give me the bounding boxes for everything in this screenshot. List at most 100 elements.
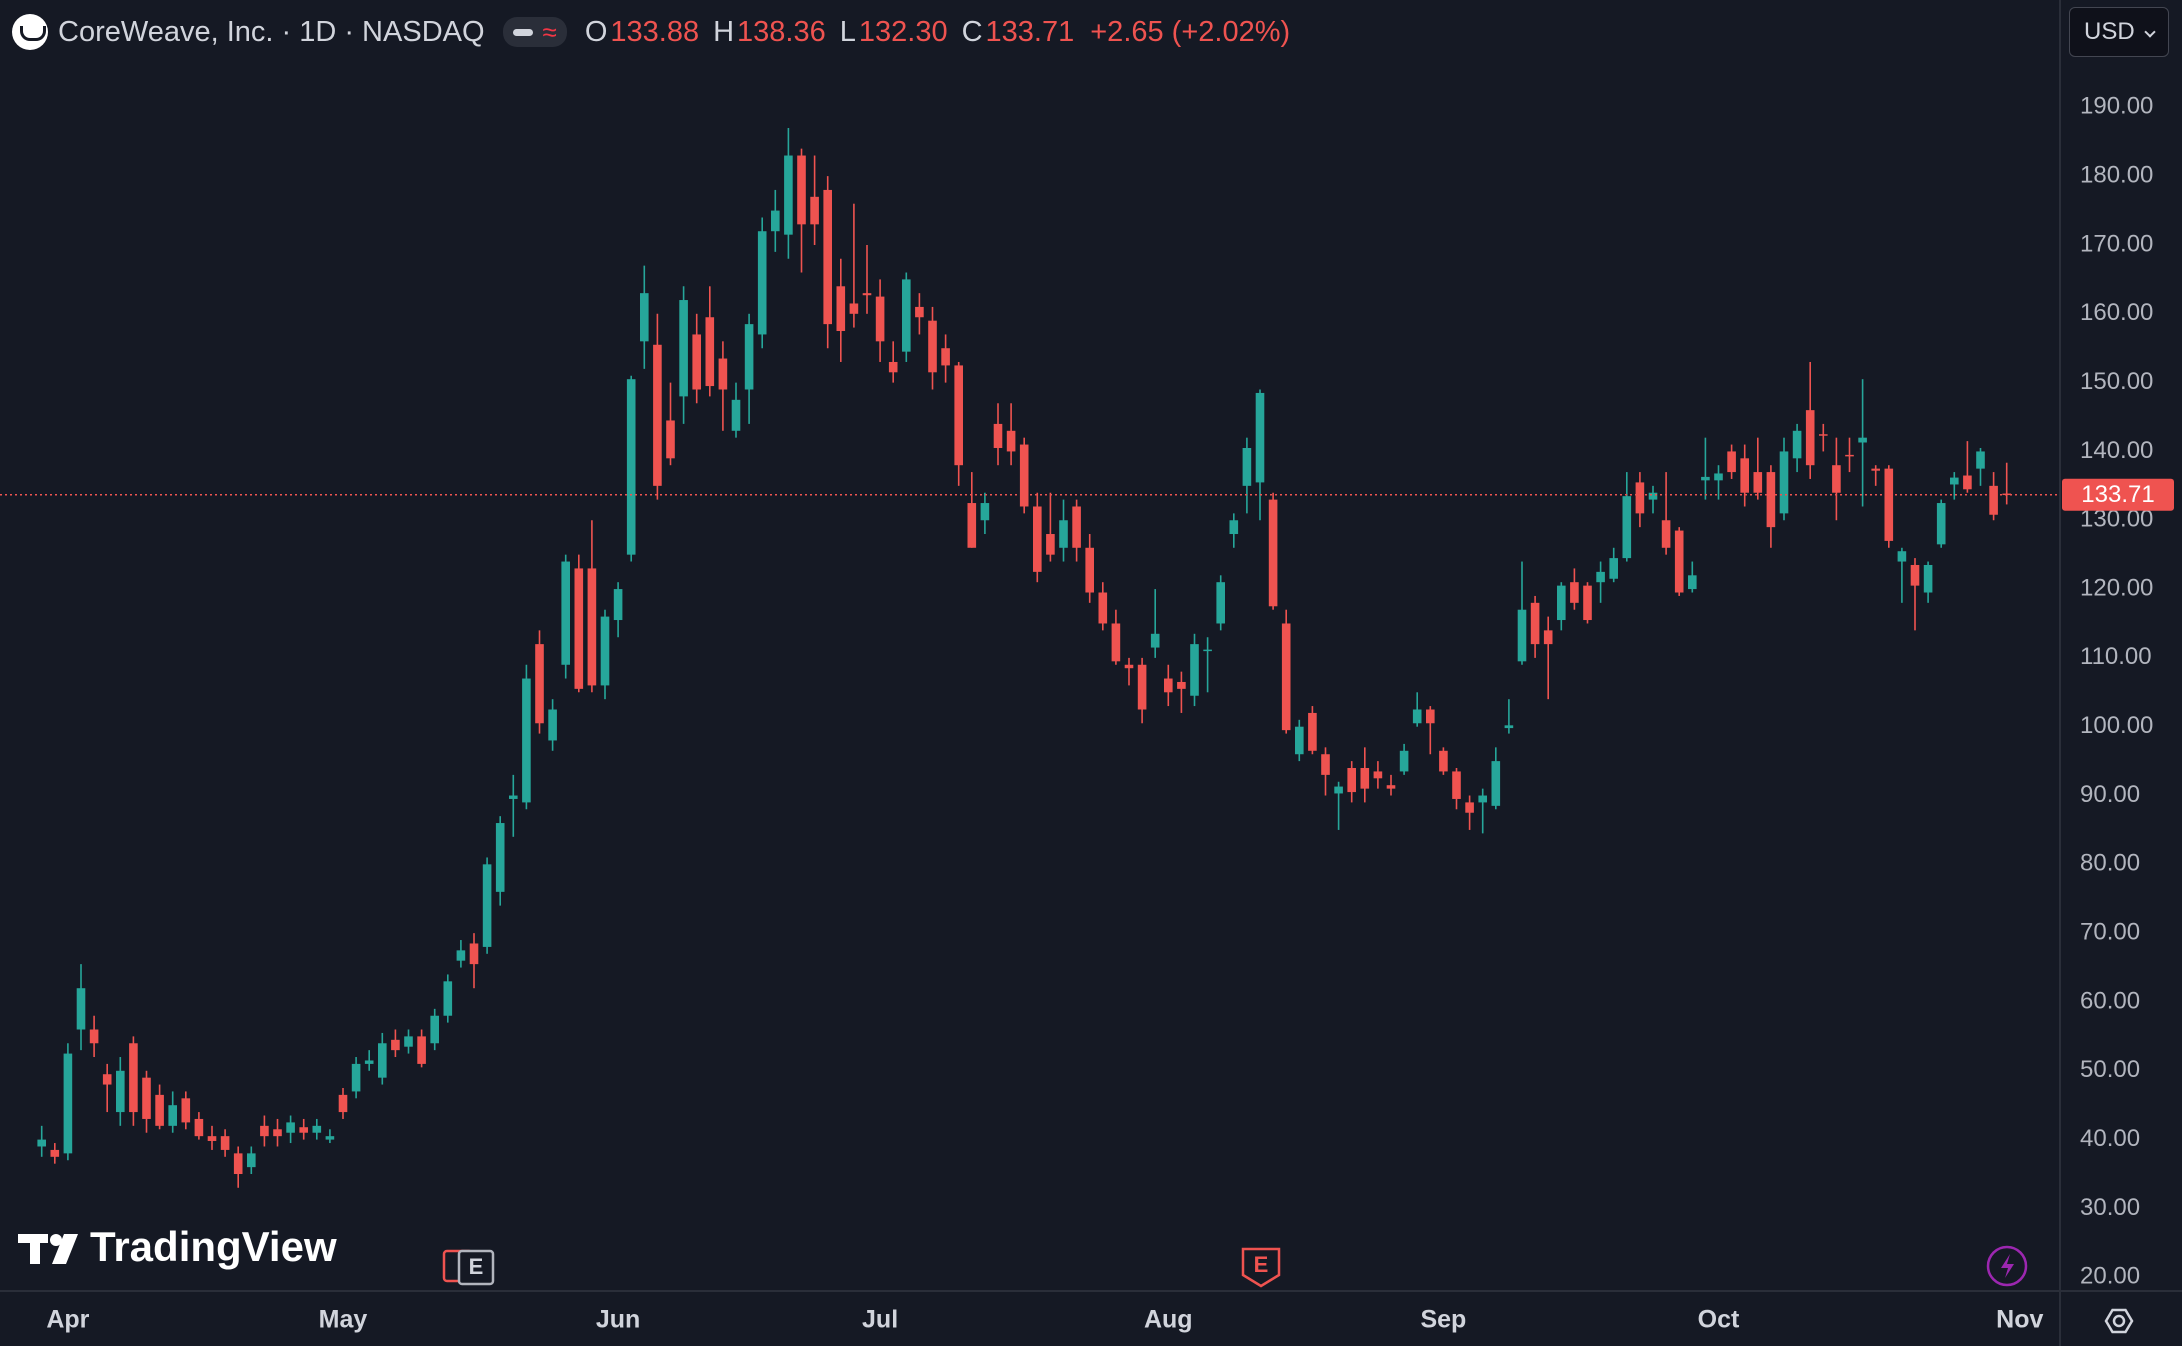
candle-body [548, 709, 557, 741]
candle-body [797, 155, 806, 225]
candle-body [1439, 750, 1448, 772]
candle-body [626, 379, 636, 555]
candle-body [1858, 437, 1867, 443]
candle-body [76, 988, 86, 1030]
y-tick-label: 70.00 [2080, 918, 2140, 945]
candle-body [1570, 582, 1579, 603]
candle-body [469, 943, 479, 965]
price-axis: 20.00 30.00 40.00 50.00 60.00 70.00 80.00 90.00… [2080, 93, 2153, 1290]
earnings-marker[interactable]: E [1241, 1247, 1281, 1288]
candle-body [142, 1077, 151, 1119]
candle-body [810, 196, 819, 225]
candle-body [915, 306, 924, 318]
candle-body [364, 1060, 374, 1064]
currency-select[interactable]: USD [2069, 7, 2169, 57]
candle-body [744, 324, 754, 390]
ohlc-key: H [713, 15, 735, 48]
candle-body [1295, 726, 1304, 755]
candle-body [771, 210, 780, 232]
y-tick-label: 120.00 [2080, 574, 2153, 601]
x-tick-label: Jul [862, 1306, 898, 1334]
candle-body [561, 561, 570, 665]
y-tick-label: 110.00 [2080, 643, 2152, 670]
candle-body [757, 231, 767, 335]
candle-body [1059, 520, 1068, 548]
x-tick-label: Jun [596, 1306, 640, 1334]
candle-body [1164, 678, 1173, 693]
last-price-badge [2062, 478, 2174, 511]
candle-body [378, 1043, 387, 1078]
candle-body [967, 503, 977, 548]
candle-body [404, 1036, 413, 1047]
candle-body [640, 293, 649, 342]
candle-body [1308, 712, 1317, 751]
events-button[interactable] [1986, 1245, 2028, 1287]
candle-body [1688, 575, 1697, 590]
legend-header: CoreWeave, Inc. · 1D · NASDAQ ≈ O 133.88 … [12, 10, 1290, 54]
candle-body [1936, 503, 1946, 545]
candle-body [587, 568, 597, 686]
candle-body [1360, 767, 1370, 789]
candle-body [1281, 623, 1291, 731]
candle-body [1871, 468, 1880, 471]
candle-body [155, 1094, 164, 1126]
candle-body [1622, 496, 1632, 559]
candle-body [89, 1029, 99, 1044]
candles [37, 127, 2011, 1188]
candle-body [1530, 602, 1540, 645]
candle-body [1006, 430, 1016, 452]
candle-body [705, 317, 715, 387]
candle-body [1557, 585, 1566, 621]
candle-body [1950, 477, 1959, 485]
symbol-title[interactable]: CoreWeave, Inc. · 1D · NASDAQ [58, 15, 485, 48]
earnings-marker[interactable]: E [442, 1249, 495, 1286]
candle-body [902, 279, 911, 352]
candle-body [1910, 564, 1920, 586]
candle-body [456, 950, 466, 961]
candle-body [954, 365, 963, 466]
y-tick-label: 180.00 [2080, 162, 2153, 189]
change: +2.65 (+2.02%) [1090, 15, 1291, 48]
candle-body [784, 155, 793, 235]
candle-body [731, 399, 741, 431]
candle-body [1412, 709, 1422, 724]
candle-body [181, 1098, 191, 1123]
y-tick-label: 160.00 [2080, 299, 2153, 326]
candle-body [1648, 492, 1658, 500]
y-tick-label: 100.00 [2080, 712, 2153, 739]
candle-body [1753, 472, 1763, 493]
candle-body [1465, 802, 1474, 813]
candle-body [980, 503, 990, 521]
earnings-label: E [469, 1254, 484, 1279]
y-tick-label: 140.00 [2080, 437, 2153, 464]
candle-body [888, 361, 898, 373]
candle-body [1321, 754, 1330, 775]
candle-body [1805, 410, 1815, 466]
x-tick-label: Aug [1144, 1306, 1193, 1334]
candle-body [1845, 454, 1854, 457]
candle-body [1137, 664, 1147, 710]
candle-body [1452, 771, 1461, 799]
candle-body [1596, 571, 1605, 583]
y-tick-label: 170.00 [2080, 230, 2153, 257]
candle-body [574, 568, 584, 689]
candle-body [1019, 444, 1029, 507]
candle-body [247, 1153, 256, 1168]
candle-body [1740, 458, 1749, 493]
indicator-toggle[interactable]: ≈ [502, 17, 567, 47]
ohlc-key: C [961, 15, 983, 48]
candle-body [1727, 451, 1736, 473]
candle-body [1216, 582, 1225, 624]
y-tick-label: 50.00 [2080, 1056, 2140, 1083]
candle-body [102, 1074, 112, 1085]
y-tick-label: 150.00 [2080, 368, 2153, 395]
candle-body [1609, 558, 1618, 579]
candle-body [1046, 534, 1055, 555]
x-tick-label: Nov [1996, 1306, 2043, 1334]
candle-body [1347, 767, 1356, 793]
candle-body [1072, 506, 1081, 548]
settings-button[interactable] [2104, 1308, 2134, 1334]
